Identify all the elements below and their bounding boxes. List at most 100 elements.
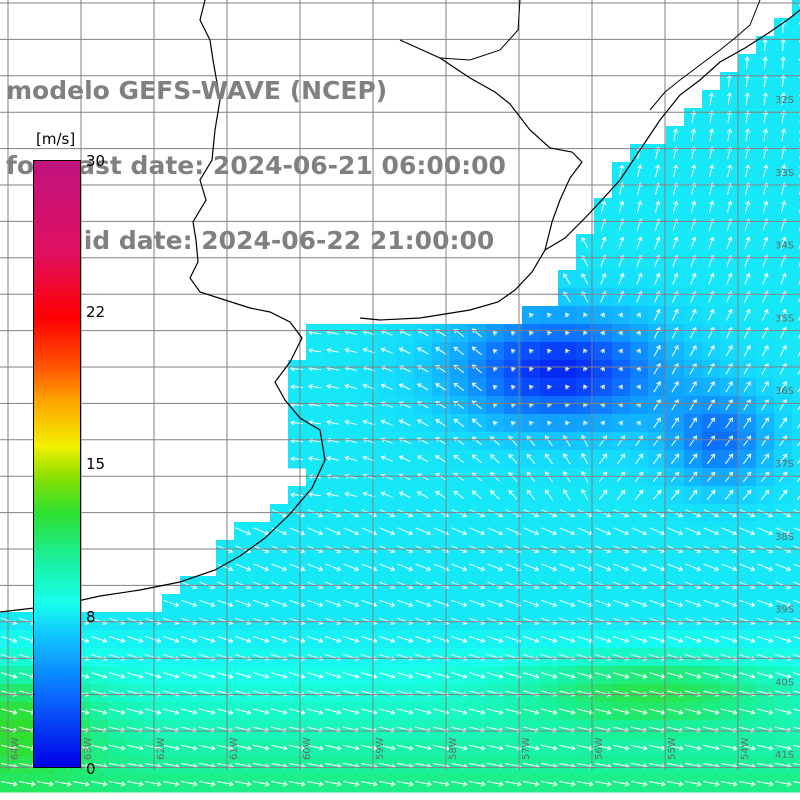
wind-cell <box>792 594 800 613</box>
wind-arrow <box>653 417 661 429</box>
wind-arrow <box>793 545 800 550</box>
wind-arrow <box>397 636 414 643</box>
forecast-date: forecast date: 2024-06-21 06:00:00 <box>6 151 506 180</box>
wind-arrow <box>127 781 144 787</box>
wind-arrow <box>397 563 414 572</box>
wind-arrow <box>703 781 720 787</box>
wind-arrow <box>636 312 641 318</box>
wind-arrow <box>707 417 715 429</box>
wind-arrow <box>689 381 697 393</box>
wind-arrow <box>689 417 697 429</box>
legend-unit: [m/s] <box>34 130 78 148</box>
wind-arrow <box>618 200 625 213</box>
wind-arrow <box>655 164 661 177</box>
wind-arrow <box>487 636 504 643</box>
wind-cell <box>792 324 800 343</box>
wind-arrow <box>649 563 666 572</box>
wind-arrow <box>326 491 339 497</box>
wind-arrow <box>689 308 697 321</box>
wind-arrow <box>781 128 787 141</box>
wind-arrow <box>361 708 378 715</box>
wind-arrow <box>271 744 288 751</box>
wind-arrow <box>743 344 751 357</box>
wind-arrow <box>618 384 623 390</box>
wind-arrow <box>618 272 625 285</box>
wind-arrow <box>708 200 715 213</box>
wind-arrow <box>708 272 715 285</box>
wind-arrow <box>199 744 216 751</box>
wind-arrow <box>469 672 486 679</box>
wind-arrow <box>563 471 571 483</box>
wind-arrow <box>708 236 715 249</box>
wind-arrow <box>793 708 800 712</box>
wind-arrow <box>793 509 800 514</box>
wind-arrow <box>775 781 792 787</box>
wind-arrow <box>653 344 661 357</box>
wind-cell <box>792 558 800 577</box>
wind-arrow <box>415 636 432 643</box>
wind-arrow <box>511 384 516 390</box>
wind-arrow <box>653 435 662 447</box>
wind-arrow <box>145 636 162 643</box>
wind-arrow <box>707 453 716 465</box>
wind-arrow <box>797 351 800 357</box>
wind-arrow <box>511 330 516 336</box>
wind-arrow <box>793 654 800 658</box>
wind-arrow <box>703 599 720 608</box>
wind-arrow <box>416 437 429 445</box>
wind-arrow <box>145 781 162 787</box>
wind-arrow <box>416 491 429 499</box>
wind-arrow <box>595 708 612 715</box>
wind-arrow <box>380 383 393 390</box>
wind-arrow <box>636 330 641 336</box>
wind-arrow <box>797 423 800 429</box>
wind-arrow <box>757 636 774 643</box>
wind-arrow <box>343 599 360 608</box>
wind-arrow <box>253 599 270 608</box>
wind-arrow <box>688 471 698 483</box>
wind-cell <box>792 144 800 163</box>
wind-arrow <box>581 434 589 447</box>
wind-arrow <box>653 381 661 393</box>
wind-cell <box>792 504 800 523</box>
wind-arrow <box>1 636 18 643</box>
wind-arrow <box>618 348 623 354</box>
wind-arrow <box>559 744 576 751</box>
wind-arrow <box>631 744 648 751</box>
wind-cell <box>792 666 800 685</box>
wind-arrow <box>757 672 774 679</box>
wind-arrow <box>725 417 733 429</box>
wind-arrow <box>163 636 180 643</box>
wind-arrow <box>671 308 679 321</box>
wind-arrow <box>600 330 605 336</box>
wind-arrow <box>672 236 679 249</box>
wind-arrow <box>181 708 198 715</box>
lat-label: 32S <box>775 95 794 106</box>
wind-arrow <box>652 471 662 483</box>
legend-tick-30: 30 <box>86 152 106 170</box>
coastline <box>0 0 326 613</box>
wind-arrow <box>529 384 534 390</box>
wind-arrow <box>415 708 432 715</box>
wind-arrow <box>724 471 734 483</box>
wind-arrow <box>453 346 465 355</box>
wind-arrow <box>379 781 396 787</box>
wind-arrow <box>492 384 498 390</box>
wind-arrow <box>490 490 500 500</box>
wind-arrow <box>199 781 216 787</box>
wind-cell <box>792 36 800 55</box>
wind-arrow <box>529 312 534 318</box>
wind-arrow <box>545 435 553 447</box>
lat-label: 39S <box>775 605 794 616</box>
lat-label: 37S <box>775 459 794 470</box>
wind-arrow <box>559 563 576 572</box>
wind-arrow <box>721 599 738 608</box>
wind-arrow <box>397 744 414 751</box>
wind-arrow <box>667 563 684 572</box>
wind-arrow <box>181 672 198 679</box>
wind-arrow <box>577 636 594 643</box>
wind-arrow <box>308 492 322 498</box>
wind-arrow <box>469 708 486 715</box>
wind-arrow <box>326 419 339 425</box>
wind-arrow <box>739 599 756 608</box>
